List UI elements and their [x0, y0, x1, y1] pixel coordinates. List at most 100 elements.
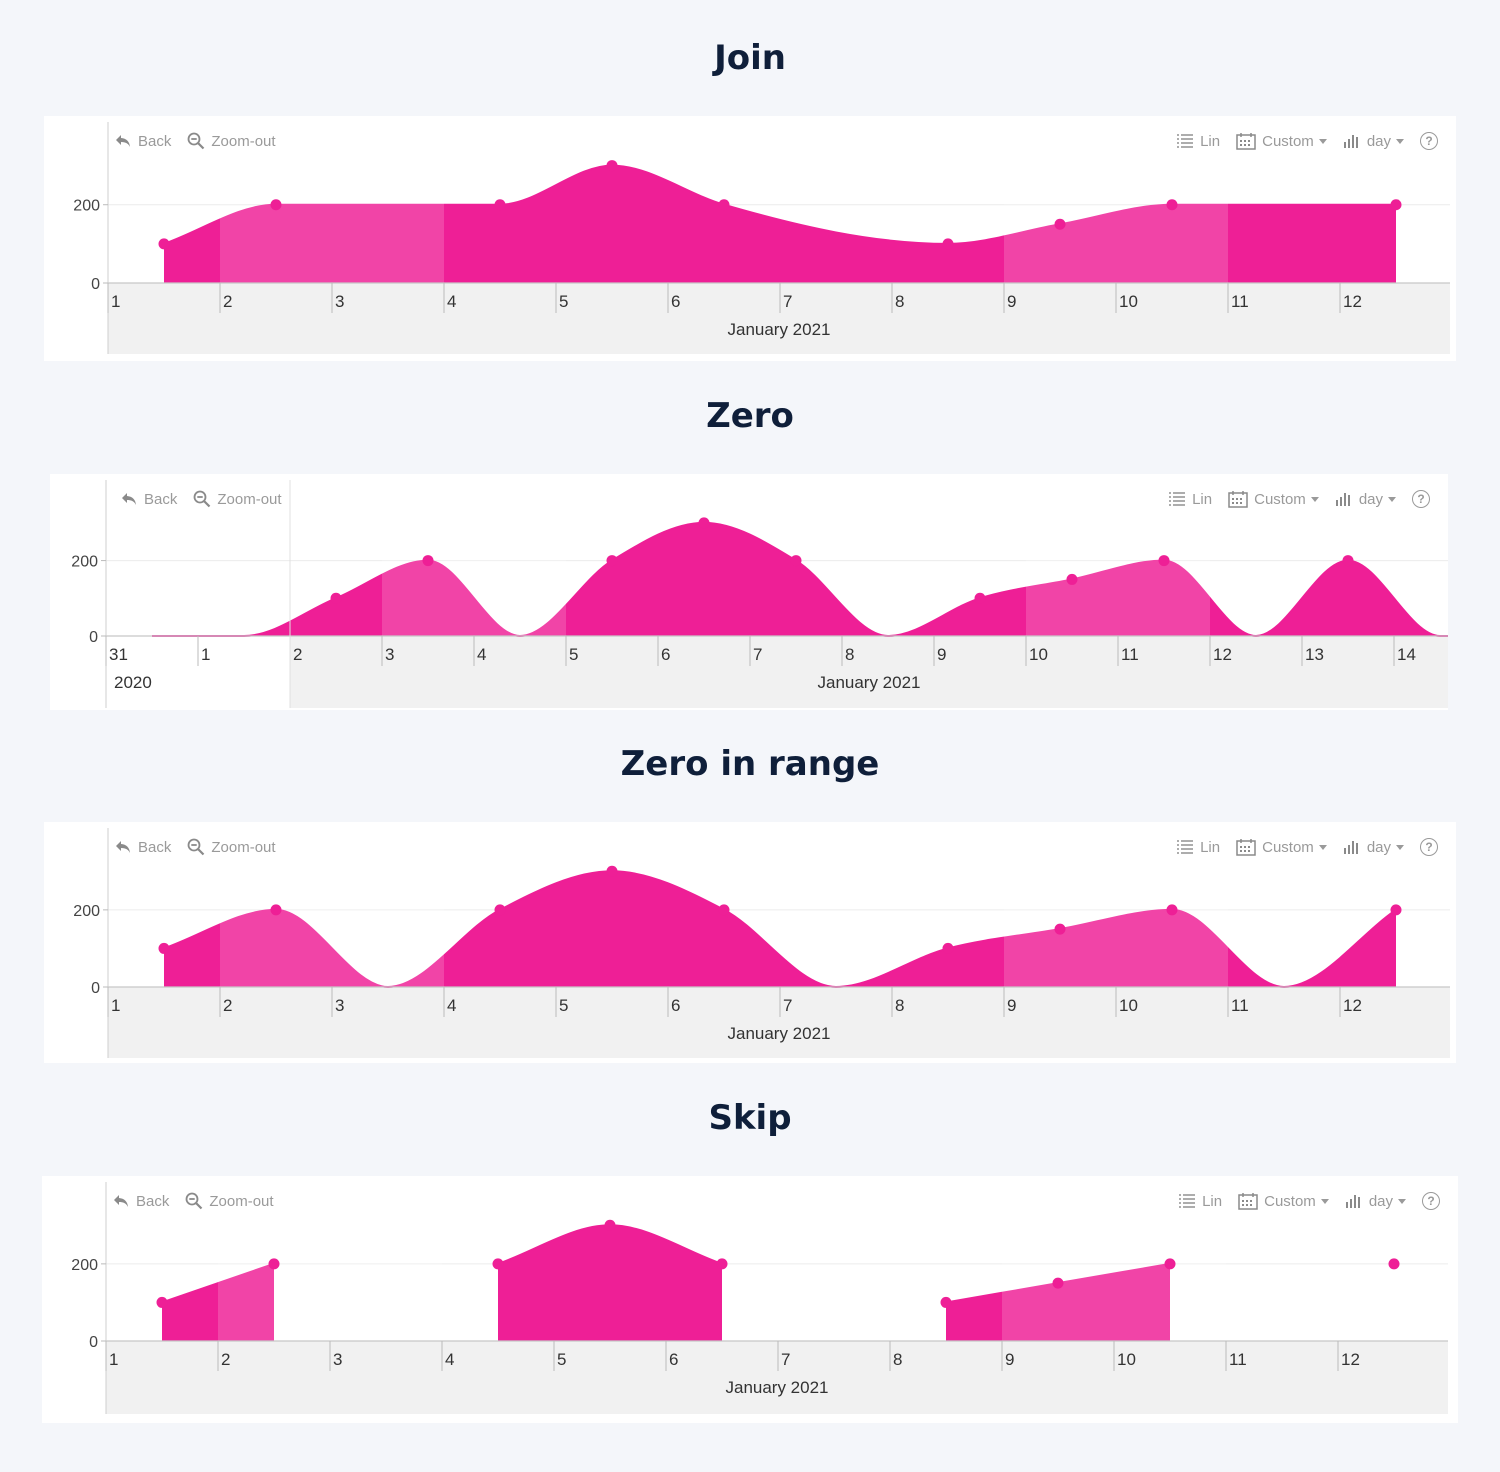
x-tick-label: 8	[895, 996, 904, 1015]
interval-dropdown[interactable]: day	[1343, 133, 1404, 150]
x-tick-label: 10	[1029, 645, 1048, 664]
list-icon	[1179, 1194, 1196, 1208]
x-tick-label: 6	[671, 996, 680, 1015]
chart-toolbar-left: Back Zoom-out	[120, 490, 282, 508]
range-label: Custom	[1262, 838, 1314, 856]
back-label: Back	[136, 1192, 170, 1210]
scale-toggle[interactable]: Lin	[1176, 839, 1220, 856]
weekend-band	[1002, 1182, 1226, 1341]
help-button[interactable]: ?	[1420, 132, 1438, 150]
x-tick-label: 7	[783, 996, 792, 1015]
data-point	[268, 1258, 280, 1270]
chart-toolbar-left: Back Zoom-out	[112, 1192, 274, 1210]
chart-toolbar-left: Back Zoom-out	[114, 838, 276, 856]
data-point	[942, 942, 954, 954]
x-axis-band	[108, 283, 1450, 354]
chart-toolbar-left: Back Zoom-out	[114, 132, 276, 150]
list-icon	[1177, 134, 1194, 148]
data-point	[718, 199, 730, 211]
interval-dropdown[interactable]: day	[1335, 491, 1396, 508]
x-tick-label: 5	[557, 1350, 566, 1369]
zoom-out-button[interactable]: Zoom-out	[187, 132, 276, 150]
calendar-icon	[1228, 491, 1248, 508]
caret-down-icon	[1318, 844, 1327, 850]
range-dropdown[interactable]: Custom	[1236, 838, 1327, 856]
data-point	[942, 238, 954, 250]
data-point	[1388, 1258, 1400, 1270]
series-area	[498, 1225, 722, 1341]
data-point	[492, 1258, 504, 1270]
zoom-out-button[interactable]: Zoom-out	[185, 1192, 274, 1210]
back-button[interactable]: Back	[112, 1193, 169, 1210]
x-axis-title: January 2021	[725, 1378, 828, 1397]
x-tick-label: 2	[293, 645, 302, 664]
weekend-band	[1004, 122, 1228, 283]
x-tick-label: 12	[1213, 645, 1232, 664]
back-button[interactable]: Back	[114, 839, 171, 856]
x-tick-label: 9	[1005, 1350, 1014, 1369]
interval-label: day	[1358, 490, 1383, 508]
x-tick-label: 14	[1397, 645, 1416, 664]
zoom-out-button[interactable]: Zoom-out	[187, 838, 276, 856]
interval-dropdown[interactable]: day	[1345, 1193, 1406, 1210]
data-point	[330, 592, 342, 604]
x-tick-label: 5	[569, 645, 578, 664]
weekend-band	[382, 480, 566, 636]
series-line	[161, 1262, 275, 1304]
zoom-out-button[interactable]: Zoom-out	[193, 490, 282, 508]
data-point	[156, 1296, 168, 1308]
y-tick-label: 0	[89, 1334, 98, 1351]
x-tick-label: 6	[661, 645, 670, 664]
data-point	[606, 160, 618, 172]
caret-down-icon	[1396, 844, 1404, 850]
series-line	[163, 870, 1397, 989]
back-arrow-icon	[116, 841, 130, 853]
zoom-out-icon	[187, 838, 205, 856]
data-point	[158, 942, 170, 954]
range-dropdown[interactable]: Custom	[1238, 1192, 1329, 1210]
interval-dropdown[interactable]: day	[1343, 839, 1404, 856]
y-tick-label: 200	[73, 198, 100, 215]
scale-toggle[interactable]: Lin	[1168, 491, 1212, 508]
x-tick-label: 11	[1229, 1350, 1247, 1369]
help-icon: ?	[1412, 490, 1430, 508]
back-label: Back	[138, 838, 172, 856]
chart-panel-join: 0 200 1 2 3 4 5 6 7 8 9 10 11 12 January 2021 Back Zoo…	[44, 116, 1456, 361]
data-point	[270, 904, 282, 916]
calendar-icon	[1236, 133, 1256, 150]
list-icon	[1169, 492, 1186, 506]
caret-down-icon	[1396, 138, 1404, 144]
back-button[interactable]: Back	[114, 133, 171, 150]
y-tick-label: 0	[89, 629, 98, 646]
help-button[interactable]: ?	[1420, 838, 1438, 856]
help-icon: ?	[1422, 1192, 1440, 1210]
help-button[interactable]: ?	[1422, 1192, 1440, 1210]
zoom-out-label: Zoom-out	[211, 132, 276, 150]
x-tick-label: 3	[335, 996, 344, 1015]
caret-down-icon	[1388, 496, 1396, 502]
interval-label: day	[1366, 838, 1391, 856]
range-dropdown[interactable]: Custom	[1236, 132, 1327, 150]
range-dropdown[interactable]: Custom	[1228, 490, 1319, 508]
scale-toggle[interactable]: Lin	[1176, 133, 1220, 150]
series-area	[946, 1263, 1170, 1341]
x-axis-band	[290, 636, 1448, 708]
back-button[interactable]: Back	[120, 491, 177, 508]
x-tick-label: 2	[221, 1350, 230, 1369]
data-point	[1164, 1258, 1176, 1270]
data-point	[1054, 923, 1066, 935]
data-point	[1158, 555, 1170, 567]
help-button[interactable]: ?	[1412, 490, 1430, 508]
data-point	[698, 517, 710, 529]
scale-toggle[interactable]: Lin	[1178, 1193, 1222, 1210]
weekend-band	[220, 122, 444, 283]
zoom-out-label: Zoom-out	[217, 490, 282, 508]
x-tick-label: 4	[447, 292, 456, 311]
x-tick-label: 2	[223, 292, 232, 311]
scale-label: Lin	[1200, 838, 1221, 856]
x-tick-label: 8	[893, 1350, 902, 1369]
